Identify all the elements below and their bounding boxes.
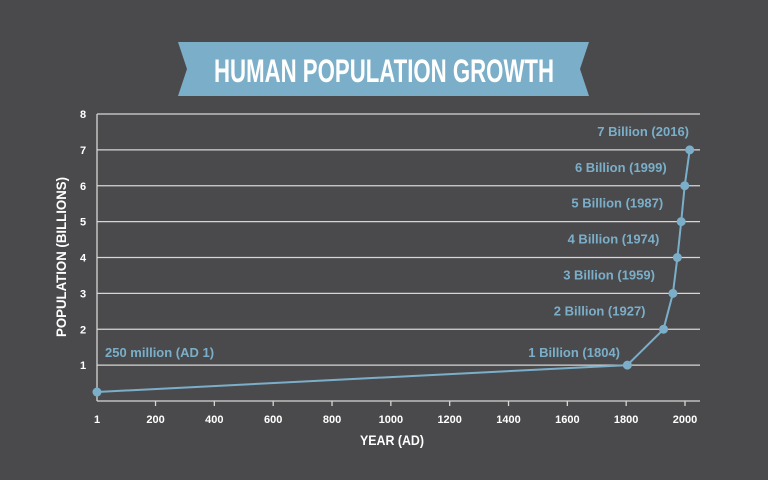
data-label: 3 Billion (1959) xyxy=(563,267,655,282)
x-tick-label: 600 xyxy=(264,414,282,426)
title-ribbon xyxy=(178,42,589,96)
series-population xyxy=(92,145,695,397)
x-tick-label: 400 xyxy=(205,414,223,426)
x-tick-label: 1400 xyxy=(496,414,520,426)
x-tick-label: 1800 xyxy=(614,414,638,426)
data-point xyxy=(92,387,102,397)
y-tick-label: 1 xyxy=(80,360,86,372)
gridlines xyxy=(97,113,700,366)
x-tick-label: 200 xyxy=(146,414,164,426)
series-line xyxy=(96,149,691,393)
y-tick-label: 8 xyxy=(80,109,86,121)
data-label: 1 Billion (1804) xyxy=(528,345,620,360)
chart-title: HUMAN POPULATION GROWTH xyxy=(214,53,554,89)
data-label: 7 Billion (2016) xyxy=(597,124,689,139)
y-tick-label: 4 xyxy=(80,253,87,265)
data-point xyxy=(668,288,678,298)
x-tick-label: 1200 xyxy=(437,414,461,426)
y-tick-label: 2 xyxy=(80,324,86,336)
data-point xyxy=(659,324,669,334)
data-label: 250 million (AD 1) xyxy=(105,345,214,360)
y-tick-label: 7 xyxy=(80,145,86,157)
y-tick-label: 5 xyxy=(80,217,86,229)
x-ticks: 1 200 400 600 800 1000 1200 1400 1600 1800 2000 xyxy=(94,401,697,426)
data-point xyxy=(676,217,686,227)
y-tick-labels: 1 2 3 4 5 6 7 8 xyxy=(80,109,87,372)
data-point xyxy=(685,145,695,155)
y-axis-label: POPULATION (BILLIONS) xyxy=(53,177,69,337)
data-label: 2 Billion (1927) xyxy=(554,303,646,318)
data-labels: 250 million (AD 1) 1 Billion (1804) 2 Bill… xyxy=(105,124,689,360)
x-tick-label: 800 xyxy=(323,414,341,426)
x-tick-label: 1000 xyxy=(379,414,403,426)
data-label: 4 Billion (1974) xyxy=(568,232,660,247)
data-point xyxy=(680,181,690,191)
data-point xyxy=(622,360,632,370)
x-tick-label: 1600 xyxy=(555,414,579,426)
data-label: 6 Billion (1999) xyxy=(575,160,667,175)
title-banner: HUMAN POPULATION GROWTH xyxy=(178,42,589,96)
axes xyxy=(96,114,700,402)
x-axis-label: YEAR (AD) xyxy=(360,432,424,448)
x-tick-label: 1 xyxy=(94,414,100,426)
data-point xyxy=(672,253,682,262)
y-tick-label: 6 xyxy=(80,181,86,193)
x-tick-label: 2000 xyxy=(673,414,697,426)
data-label: 5 Billion (1987) xyxy=(571,196,663,211)
y-tick-label: 3 xyxy=(80,288,86,300)
